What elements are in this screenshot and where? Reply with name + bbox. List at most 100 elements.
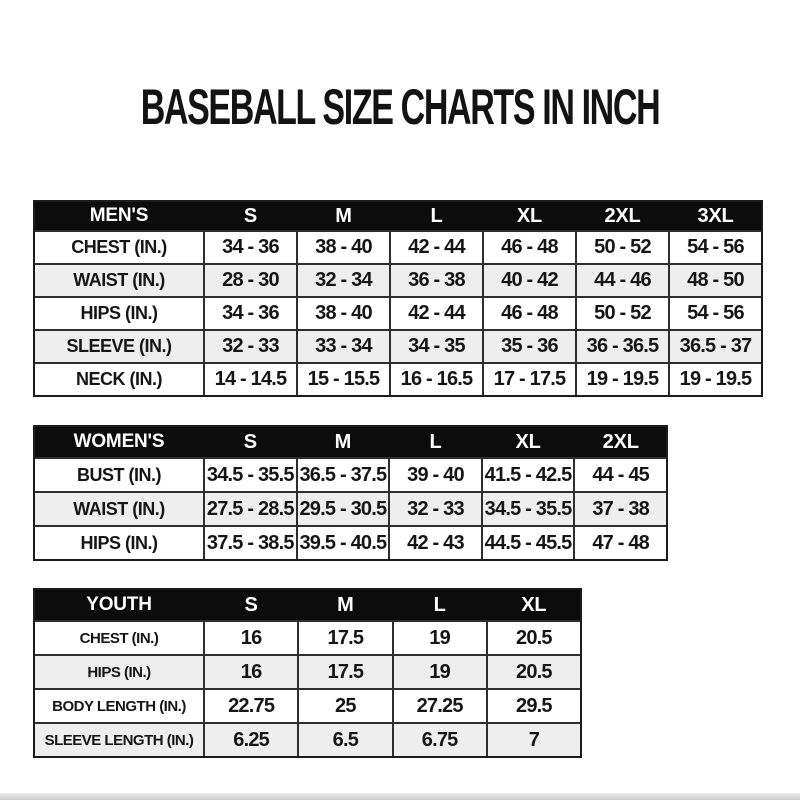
size-value-cell: 6.5 <box>297 724 391 756</box>
size-value-cell: 54 - 56 <box>668 232 761 263</box>
table-row: HIPS (IN.) 16 17.5 19 20.5 <box>35 654 580 688</box>
size-value-cell: 38 - 40 <box>296 298 389 329</box>
table-header-row: YOUTH S M L XL <box>35 590 580 620</box>
size-value-cell: 46 - 48 <box>482 298 575 329</box>
size-column-header: XL <box>482 202 575 230</box>
size-value-cell: 38 - 40 <box>296 232 389 263</box>
size-value-cell: 16 <box>203 656 297 688</box>
row-label-cell: SLEEVE (IN.) <box>66 336 172 356</box>
size-column-header: M <box>295 427 389 457</box>
size-value-cell: 17 - 17.5 <box>482 364 575 395</box>
size-value-cell: 16 - 16.5 <box>389 364 482 395</box>
row-label-cell: HIPS (IN.) <box>80 303 158 323</box>
size-value-cell: 32 - 33 <box>388 493 481 525</box>
size-value-cell: 19 - 19.5 <box>575 364 668 395</box>
size-value-cell: 6.75 <box>391 724 486 756</box>
table-row: SLEEVE LENGTH (IN.) 6.25 6.5 6.75 7 <box>35 722 580 756</box>
size-value-cell: 47 - 48 <box>573 527 666 559</box>
size-value-cell: 36 - 38 <box>389 265 482 296</box>
size-value-cell: 36 - 36.5 <box>575 331 668 362</box>
table-row: HIPS (IN.) 34 - 36 38 - 40 42 - 44 46 - 48 50… <box>35 296 761 329</box>
size-column-header: M <box>296 202 389 230</box>
size-value-cell: 7 <box>485 724 580 756</box>
size-value-cell: 17.5 <box>297 622 391 654</box>
size-value-cell: 42 - 43 <box>388 527 481 559</box>
size-value-cell: 33 - 34 <box>296 331 389 362</box>
size-column-header: S <box>203 427 296 457</box>
size-value-cell: 34 - 35 <box>389 331 482 362</box>
size-value-cell: 27.5 - 28.5 <box>203 493 296 525</box>
table-title-cell: WOMEN'S <box>35 427 203 457</box>
mens-size-table: MEN'S S M L XL 2XL 3XL CHEST (IN.) 34 - 36 38 - 4… <box>33 200 763 397</box>
row-label-cell: CHEST (IN.) <box>71 237 167 257</box>
size-column-header: XL <box>480 427 574 457</box>
size-value-cell: 19 <box>391 656 486 688</box>
size-value-cell: 40 - 42 <box>482 265 575 296</box>
size-value-cell: 54 - 56 <box>668 298 761 329</box>
youth-size-table: YOUTH S M L XL CHEST (IN.) 16 17.5 19 20.5 HIPS (I… <box>33 588 582 758</box>
row-label-cell: WAIST (IN.) <box>73 498 165 519</box>
row-label-cell: WAIST (IN.) <box>73 270 165 290</box>
row-label-cell: NECK (IN.) <box>76 369 163 389</box>
size-column-header: L <box>388 427 481 457</box>
table-row: SLEEVE (IN.) 32 - 33 33 - 34 34 - 35 35 - 36… <box>35 329 761 362</box>
page-title: BASEBALL SIZE CHARTS IN INCH <box>140 79 661 135</box>
table-row: NECK (IN.) 14 - 14.5 15 - 15.5 16 - 16.5 17 … <box>35 362 761 395</box>
size-value-cell: 42 - 44 <box>389 298 482 329</box>
size-value-cell: 36.5 - 37.5 <box>295 459 389 491</box>
size-value-cell: 34 - 36 <box>203 298 296 329</box>
size-value-cell: 29.5 <box>485 690 580 722</box>
table-row: WAIST (IN.) 27.5 - 28.5 29.5 - 30.5 32 - 33… <box>35 491 666 525</box>
table-row: CHEST (IN.) 34 - 36 38 - 40 42 - 44 46 - 48 5… <box>35 230 761 263</box>
table-row: CHEST (IN.) 16 17.5 19 20.5 <box>35 620 580 654</box>
size-column-header: S <box>203 590 298 620</box>
size-value-cell: 41.5 - 42.5 <box>480 459 574 491</box>
size-value-cell: 50 - 52 <box>575 298 668 329</box>
womens-size-table: WOMEN'S S M L XL 2XL BUST (IN.) 34.5 - 35.5 36.5… <box>33 425 668 561</box>
row-label-cell: BODY LENGTH (IN.) <box>52 697 186 715</box>
size-column-header: 2XL <box>575 202 668 230</box>
size-value-cell: 29.5 - 30.5 <box>295 493 389 525</box>
table-title-cell: YOUTH <box>35 590 203 620</box>
size-value-cell: 20.5 <box>485 622 580 654</box>
table-header-row: WOMEN'S S M L XL 2XL <box>35 427 666 457</box>
row-label-cell: HIPS (IN.) <box>80 532 158 553</box>
size-value-cell: 46 - 48 <box>482 232 575 263</box>
size-value-cell: 34.5 - 35.5 <box>480 493 574 525</box>
size-value-cell: 19 - 19.5 <box>668 364 761 395</box>
size-value-cell: 39 - 40 <box>388 459 481 491</box>
size-value-cell: 27.25 <box>391 690 486 722</box>
size-column-header: M <box>297 590 392 620</box>
size-value-cell: 22.75 <box>203 690 297 722</box>
size-column-header: L <box>391 590 486 620</box>
size-value-cell: 50 - 52 <box>575 232 668 263</box>
size-value-cell: 32 - 33 <box>203 331 296 362</box>
size-column-header: L <box>389 202 482 230</box>
size-value-cell: 48 - 50 <box>668 265 761 296</box>
table-header-row: MEN'S S M L XL 2XL 3XL <box>35 202 761 230</box>
size-value-cell: 19 <box>391 622 486 654</box>
size-value-cell: 36.5 - 37 <box>668 331 761 362</box>
table-title-cell: MEN'S <box>35 202 203 230</box>
size-column-header: S <box>203 202 296 230</box>
table-row: HIPS (IN.) 37.5 - 38.5 39.5 - 40.5 42 - 43 4… <box>35 525 666 559</box>
size-value-cell: 15 - 15.5 <box>296 364 389 395</box>
size-value-cell: 28 - 30 <box>203 265 296 296</box>
size-value-cell: 39.5 - 40.5 <box>295 527 389 559</box>
size-value-cell: 20.5 <box>485 656 580 688</box>
row-label-cell: SLEEVE LENGTH (IN.) <box>44 731 194 749</box>
row-label-cell: BUST (IN.) <box>77 464 162 485</box>
table-row: WAIST (IN.) 28 - 30 32 - 34 36 - 38 40 - 42 4… <box>35 263 761 296</box>
size-value-cell: 44 - 45 <box>573 459 666 491</box>
row-label-cell: HIPS (IN.) <box>87 663 151 681</box>
size-column-header: 2XL <box>573 427 666 457</box>
table-row: BODY LENGTH (IN.) 22.75 25 27.25 29.5 <box>35 688 580 722</box>
size-value-cell: 42 - 44 <box>389 232 482 263</box>
size-value-cell: 35 - 36 <box>482 331 575 362</box>
size-value-cell: 17.5 <box>297 656 391 688</box>
size-column-header: XL <box>485 590 580 620</box>
size-value-cell: 34 - 36 <box>203 232 296 263</box>
row-label-cell: CHEST (IN.) <box>79 629 159 647</box>
size-value-cell: 44.5 - 45.5 <box>480 527 574 559</box>
